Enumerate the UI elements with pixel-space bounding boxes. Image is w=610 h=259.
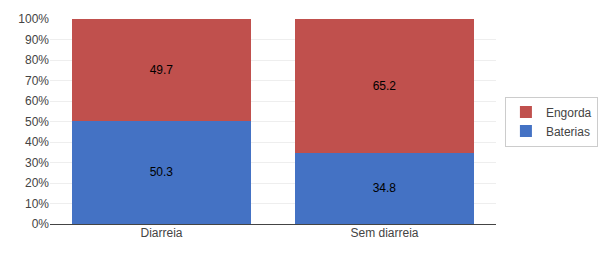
svg-text:Diarreia: Diarreia: [140, 226, 182, 240]
svg-text:34.8: 34.8: [373, 181, 397, 195]
svg-text:Baterias: Baterias: [546, 125, 590, 139]
svg-text:Sem diarreia: Sem diarreia: [350, 226, 418, 240]
svg-text:0%: 0%: [32, 217, 50, 231]
svg-text:65.2: 65.2: [373, 79, 397, 93]
svg-text:90%: 90%: [25, 33, 49, 47]
svg-text:49.7: 49.7: [150, 63, 174, 77]
svg-text:70%: 70%: [25, 74, 49, 88]
svg-text:10%: 10%: [25, 197, 49, 211]
svg-text:80%: 80%: [25, 53, 49, 67]
svg-text:50.3: 50.3: [150, 165, 174, 179]
svg-text:20%: 20%: [25, 176, 49, 190]
svg-text:100%: 100%: [18, 12, 49, 26]
svg-text:Engorda: Engorda: [546, 106, 592, 120]
svg-text:40%: 40%: [25, 135, 49, 149]
svg-text:30%: 30%: [25, 156, 49, 170]
svg-text:50%: 50%: [25, 115, 49, 129]
svg-text:60%: 60%: [25, 94, 49, 108]
